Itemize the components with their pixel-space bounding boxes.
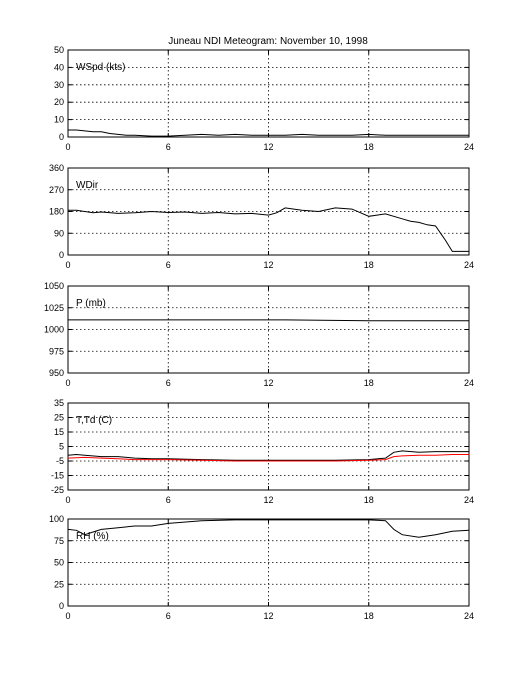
x-tick-label: 0 xyxy=(65,142,70,152)
x-tick-label: 18 xyxy=(364,495,374,505)
series-line xyxy=(67,450,469,461)
y-tick-label: 360 xyxy=(49,163,64,173)
x-tick-label: 12 xyxy=(263,611,273,621)
series-line xyxy=(68,319,469,322)
y-tick-label: 5 xyxy=(59,442,64,452)
y-tick-label: -15 xyxy=(51,471,64,481)
y-tick-label: 1050 xyxy=(44,281,64,291)
series-line xyxy=(68,129,469,137)
y-tick-label: -5 xyxy=(56,456,64,466)
y-tick-label: 50 xyxy=(54,558,64,568)
x-tick-label: 18 xyxy=(364,378,374,388)
y-tick-label: 25 xyxy=(54,413,64,423)
series-line xyxy=(67,519,470,538)
y-tick-label: 25 xyxy=(54,579,64,589)
panel-label: RH (%) xyxy=(76,531,109,542)
y-tick-label: 75 xyxy=(54,536,64,546)
x-tick-label: 18 xyxy=(364,142,374,152)
x-tick-label: 0 xyxy=(65,378,70,388)
panel-0: 0 6 12 18 24 0 10 20 30 40 50 WSpd (kts) xyxy=(54,45,474,152)
x-tick-label: 0 xyxy=(65,260,70,270)
y-tick-label: 10 xyxy=(54,115,64,125)
y-tick-label: 0 xyxy=(59,601,64,611)
panel-1: 0 6 12 18 24 0 90 180 270 360 WDir xyxy=(49,163,474,270)
y-tick-label: 30 xyxy=(54,80,64,90)
y-tick-label: 975 xyxy=(49,346,64,356)
y-tick-label: 950 xyxy=(49,368,64,378)
panel-4: 0 6 12 18 24 0 25 50 75 100 RH (%) xyxy=(49,514,474,621)
y-tick-label: 100 xyxy=(49,514,64,524)
panel-label: WSpd (kts) xyxy=(76,62,125,73)
chart-title: Juneau NDI Meteogram: November 10, 1998 xyxy=(168,36,368,47)
x-tick-label: 24 xyxy=(464,142,474,152)
series-line xyxy=(68,207,469,252)
x-tick-label: 24 xyxy=(464,378,474,388)
x-tick-label: 24 xyxy=(464,495,474,505)
y-tick-label: 40 xyxy=(54,62,64,72)
x-tick-label: 6 xyxy=(166,611,171,621)
y-tick-label: 35 xyxy=(54,398,64,408)
x-tick-label: 12 xyxy=(263,378,273,388)
panel-label: P (mb) xyxy=(76,298,106,309)
y-tick-label: 1025 xyxy=(44,303,64,313)
x-tick-label: 6 xyxy=(166,378,171,388)
x-tick-label: 0 xyxy=(65,495,70,505)
series-line xyxy=(67,454,469,462)
x-tick-label: 0 xyxy=(65,611,70,621)
panel-2: 0 6 12 18 24 950 975 1000 1025 1050 P (mb) xyxy=(44,281,474,388)
x-tick-label: 12 xyxy=(263,142,273,152)
panel-label: WDir xyxy=(76,180,99,191)
y-tick-label: 180 xyxy=(49,207,64,217)
x-tick-label: 6 xyxy=(166,495,171,505)
x-tick-label: 6 xyxy=(166,142,171,152)
x-tick-label: 18 xyxy=(364,611,374,621)
x-tick-label: 24 xyxy=(464,260,474,270)
panel-3: 0 6 12 18 24 -25 -15 -5 5 15 25 35 T,Td (C) xyxy=(51,398,474,505)
y-tick-label: -25 xyxy=(51,485,64,495)
x-tick-label: 6 xyxy=(166,260,171,270)
y-tick-label: 0 xyxy=(59,250,64,260)
y-tick-label: 1000 xyxy=(44,325,64,335)
x-tick-label: 12 xyxy=(263,260,273,270)
x-tick-label: 24 xyxy=(464,611,474,621)
x-tick-label: 18 xyxy=(364,260,374,270)
y-tick-label: 15 xyxy=(54,427,64,437)
y-tick-label: 270 xyxy=(49,185,64,195)
y-tick-label: 50 xyxy=(54,45,64,55)
y-tick-label: 20 xyxy=(54,97,64,107)
x-tick-label: 12 xyxy=(263,495,273,505)
y-tick-label: 0 xyxy=(59,132,64,142)
panel-label: T,Td (C) xyxy=(76,415,112,426)
y-tick-label: 90 xyxy=(54,228,64,238)
